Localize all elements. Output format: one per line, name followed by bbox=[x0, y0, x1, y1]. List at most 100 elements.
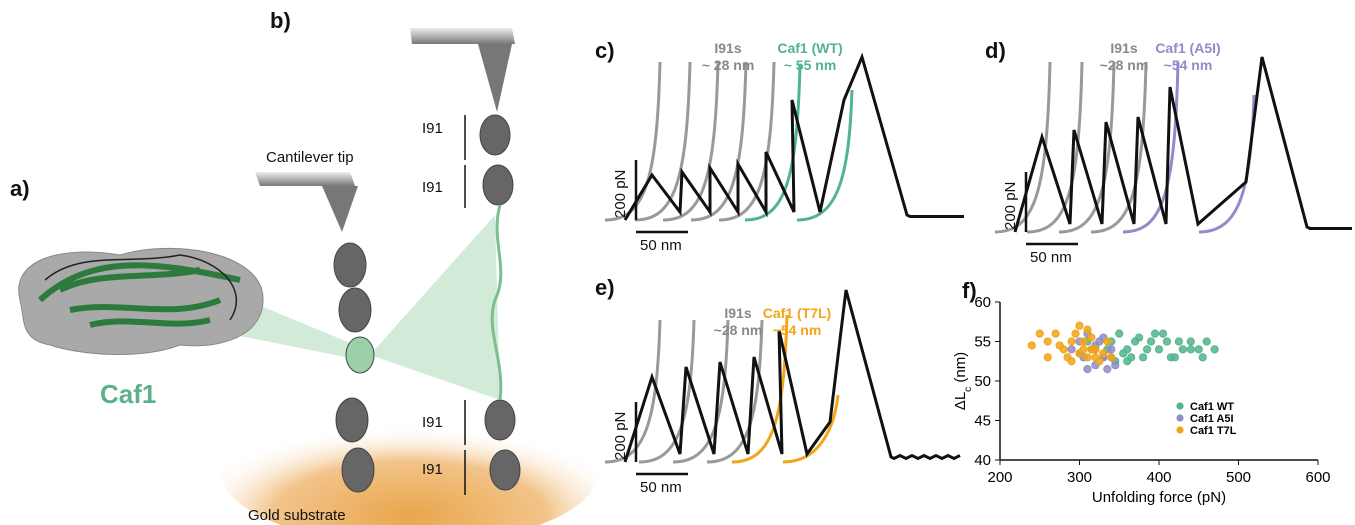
point bbox=[1135, 333, 1144, 342]
panel-label: c) bbox=[595, 38, 615, 63]
point bbox=[1027, 341, 1036, 350]
point bbox=[1099, 349, 1108, 358]
wlc-fit bbox=[1058, 61, 1116, 234]
point bbox=[1142, 345, 1152, 354]
point bbox=[1150, 329, 1160, 338]
x-tick-label: 500 bbox=[1226, 469, 1251, 486]
point bbox=[1154, 345, 1164, 354]
panel-label: e) bbox=[595, 275, 615, 300]
scatter-chart: f) 200 300 400 500 600 40 45 50 55 60 Unfolding for… bbox=[952, 278, 1331, 506]
y-tick-label: 40 bbox=[974, 452, 991, 469]
trace bbox=[623, 289, 961, 463]
wlc-fit bbox=[1090, 61, 1148, 234]
point bbox=[1067, 345, 1076, 354]
domain-label: I91 bbox=[422, 120, 443, 137]
wlc-fit bbox=[796, 89, 854, 222]
point bbox=[1067, 337, 1076, 346]
point bbox=[1194, 345, 1203, 354]
point bbox=[1202, 337, 1211, 346]
point bbox=[1067, 357, 1076, 366]
caf-label: Caf1 (A5I) bbox=[1155, 40, 1220, 56]
y-tick-label: 45 bbox=[974, 413, 991, 430]
trace bbox=[1013, 56, 1352, 233]
point bbox=[1051, 329, 1060, 338]
i91-label: I91s bbox=[724, 305, 751, 321]
caf-length: ~54 nm bbox=[773, 322, 822, 338]
domain-label: I91 bbox=[422, 179, 443, 196]
x-axis-label: Unfolding force (pN) bbox=[1092, 489, 1226, 506]
caf-length: ~54 nm bbox=[1164, 57, 1213, 73]
panel-label: a) bbox=[10, 176, 30, 201]
distance-scale-label: 50 nm bbox=[640, 479, 682, 496]
force-scale-label: 200 pN bbox=[1002, 182, 1019, 230]
legend-marker bbox=[1176, 402, 1184, 410]
distance-scale-label: 50 nm bbox=[1030, 249, 1072, 266]
caf-label: Caf1 (T7L) bbox=[763, 305, 831, 321]
point bbox=[1166, 353, 1176, 362]
wlc-fit bbox=[1026, 61, 1084, 234]
point bbox=[1075, 349, 1084, 358]
wlc-fit bbox=[782, 394, 840, 464]
y-axis-label-part: (nm) bbox=[952, 352, 969, 387]
i91-label: I91s bbox=[1110, 40, 1137, 56]
point bbox=[1087, 345, 1096, 354]
point bbox=[1139, 353, 1148, 362]
protein-chain bbox=[333, 114, 521, 493]
gold-substrate bbox=[220, 395, 600, 525]
point bbox=[1186, 345, 1195, 354]
point bbox=[1107, 345, 1116, 354]
force-scale-label: 200 pN bbox=[612, 412, 629, 460]
point bbox=[1107, 353, 1116, 362]
i91-length: ~28 nm bbox=[714, 322, 763, 338]
distance-scale-label: 50 nm bbox=[640, 237, 682, 254]
point bbox=[1210, 345, 1219, 354]
x-tick-label: 600 bbox=[1305, 469, 1330, 486]
point bbox=[1083, 353, 1092, 362]
point bbox=[1162, 337, 1172, 346]
point bbox=[1075, 321, 1084, 330]
x-tick-label: 400 bbox=[1146, 469, 1171, 486]
caf-length: ~ 55 nm bbox=[784, 57, 837, 73]
domain-label: I91 bbox=[422, 461, 443, 478]
wlc-fit bbox=[994, 61, 1052, 234]
point bbox=[1091, 353, 1100, 362]
i91-label: I91s bbox=[714, 40, 741, 56]
protein-label: Caf1 bbox=[100, 379, 156, 409]
point bbox=[1103, 337, 1112, 346]
point bbox=[1198, 353, 1207, 362]
x-tick-label: 300 bbox=[1067, 469, 1092, 486]
cantilever-tip bbox=[322, 186, 358, 232]
legend-label: Caf1 A5I bbox=[1190, 413, 1234, 425]
tip-label: Cantilever tip bbox=[266, 149, 354, 166]
cantilever bbox=[255, 172, 355, 186]
point bbox=[1123, 357, 1132, 366]
trace bbox=[623, 52, 964, 221]
point bbox=[1111, 361, 1120, 370]
y-tick-label: 55 bbox=[974, 334, 991, 351]
point bbox=[1146, 337, 1156, 346]
protein-ribbon bbox=[37, 262, 241, 328]
panel-label: f) bbox=[962, 278, 977, 303]
y-axis-label: ΔLc (nm) bbox=[952, 352, 974, 410]
y-axis-label-part: ΔL bbox=[952, 392, 969, 410]
panel-label: d) bbox=[985, 38, 1006, 63]
wlc-fit bbox=[1122, 61, 1180, 234]
cantilever bbox=[410, 28, 515, 44]
point bbox=[1043, 337, 1052, 346]
panel-label: b) bbox=[270, 8, 291, 33]
cantilever-tip bbox=[478, 44, 512, 112]
point bbox=[1158, 329, 1168, 338]
point bbox=[1103, 365, 1112, 374]
point bbox=[1083, 325, 1092, 334]
point bbox=[1087, 333, 1096, 342]
unfolded-chain bbox=[490, 204, 503, 401]
caf-label: Caf1 (WT) bbox=[777, 40, 842, 56]
y-tick-label: 50 bbox=[974, 373, 991, 390]
force-scale-label: 200 pN bbox=[612, 170, 629, 218]
point bbox=[1119, 349, 1128, 358]
protein-loop bbox=[44, 254, 237, 321]
point bbox=[1079, 337, 1088, 346]
point bbox=[1071, 329, 1080, 338]
wlc-fit bbox=[744, 64, 802, 222]
